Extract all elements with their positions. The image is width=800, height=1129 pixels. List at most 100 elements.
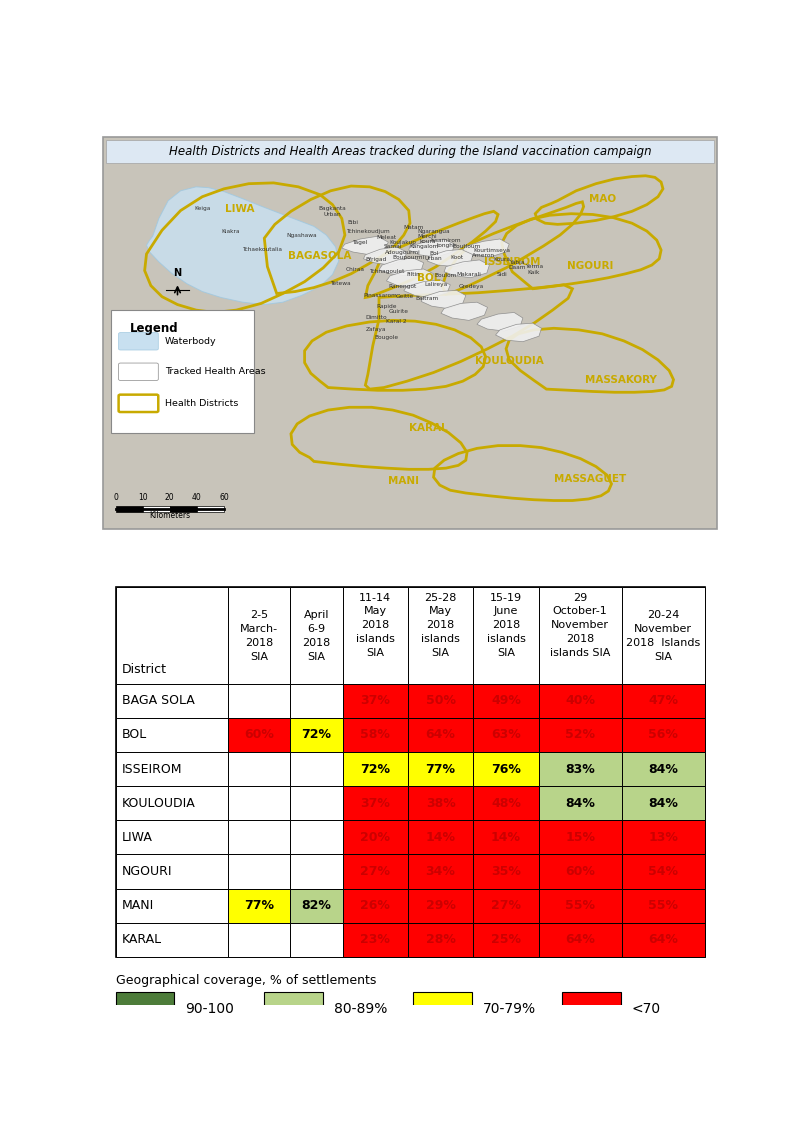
Bar bbox=[170, 506, 197, 511]
Text: Filtin: Filtin bbox=[406, 272, 420, 277]
Text: Geitte: Geitte bbox=[396, 295, 414, 299]
Bar bbox=[115, 922, 228, 956]
Bar bbox=[115, 889, 228, 922]
Text: LIWA: LIWA bbox=[225, 203, 254, 213]
Text: 60%: 60% bbox=[244, 728, 274, 742]
Text: Pinassarom: Pinassarom bbox=[363, 294, 397, 298]
Text: 40%: 40% bbox=[565, 694, 595, 708]
Text: 64%: 64% bbox=[565, 934, 595, 946]
Text: 58%: 58% bbox=[360, 728, 390, 742]
Text: Merchi
koura: Merchi koura bbox=[418, 234, 437, 244]
Text: 55%: 55% bbox=[648, 899, 678, 912]
Bar bbox=[115, 786, 228, 821]
Text: April
6-9
2018
SIA: April 6-9 2018 SIA bbox=[302, 610, 330, 662]
Polygon shape bbox=[444, 260, 490, 278]
Text: Koot: Koot bbox=[450, 255, 463, 260]
Text: 52%: 52% bbox=[565, 728, 595, 742]
Text: 84%: 84% bbox=[648, 762, 678, 776]
Text: 37%: 37% bbox=[360, 797, 390, 809]
Bar bbox=[474, 587, 538, 684]
Bar bbox=[622, 718, 705, 752]
Text: 49%: 49% bbox=[491, 694, 521, 708]
Text: Waterbody: Waterbody bbox=[165, 336, 217, 345]
Bar bbox=[106, 140, 714, 163]
Text: Tagel: Tagel bbox=[351, 240, 366, 245]
Text: 26%: 26% bbox=[360, 899, 390, 912]
Bar bbox=[342, 718, 408, 752]
Polygon shape bbox=[441, 303, 487, 321]
Text: 20-24
November
2018  Islands
SIA: 20-24 November 2018 Islands SIA bbox=[626, 610, 700, 662]
Text: 29: 29 bbox=[573, 593, 587, 603]
Bar bbox=[342, 821, 408, 855]
Polygon shape bbox=[462, 239, 510, 257]
Bar bbox=[115, 752, 228, 786]
Text: 55%: 55% bbox=[565, 899, 595, 912]
Text: Baitram: Baitram bbox=[416, 296, 439, 300]
Bar bbox=[342, 855, 408, 889]
Text: Koura: Koura bbox=[494, 257, 510, 262]
Text: Legend: Legend bbox=[130, 322, 178, 335]
Text: KARAL: KARAL bbox=[122, 934, 162, 946]
Text: Tchnagoulet: Tchnagoulet bbox=[369, 270, 404, 274]
Polygon shape bbox=[421, 290, 466, 308]
Polygon shape bbox=[363, 247, 407, 265]
Text: KOULOUDIA: KOULOUDIA bbox=[475, 356, 543, 366]
Text: Keiga: Keiga bbox=[194, 207, 210, 211]
Bar bbox=[290, 684, 342, 718]
Text: <70: <70 bbox=[632, 1001, 661, 1016]
Text: Tracked Health Areas: Tracked Health Areas bbox=[165, 367, 266, 376]
Bar bbox=[290, 821, 342, 855]
Text: 48%: 48% bbox=[491, 797, 521, 809]
Bar bbox=[474, 889, 538, 922]
Text: Boutloum: Boutloum bbox=[453, 244, 482, 250]
Bar bbox=[115, 855, 228, 889]
Text: 10: 10 bbox=[138, 493, 147, 502]
Polygon shape bbox=[404, 280, 450, 297]
Bar bbox=[228, 587, 290, 684]
Bar bbox=[197, 506, 224, 511]
Text: 47%: 47% bbox=[648, 694, 678, 708]
Text: District: District bbox=[122, 663, 166, 676]
Bar bbox=[115, 506, 142, 511]
Bar bbox=[408, 718, 474, 752]
Bar bbox=[342, 922, 408, 956]
Bar bbox=[342, 587, 408, 684]
Bar bbox=[115, 587, 228, 684]
Text: Ngarangua: Ngarangua bbox=[418, 228, 450, 234]
Text: Rapide: Rapide bbox=[376, 304, 397, 308]
Text: 56%: 56% bbox=[648, 728, 678, 742]
Text: ISSEIROM: ISSEIROM bbox=[122, 762, 182, 776]
Text: Karal 2: Karal 2 bbox=[386, 320, 406, 324]
Polygon shape bbox=[386, 269, 434, 288]
Text: 70-79%: 70-79% bbox=[483, 1001, 536, 1016]
Bar bbox=[408, 855, 474, 889]
Bar bbox=[562, 991, 621, 1025]
Text: Samai: Samai bbox=[383, 244, 402, 250]
Text: 23%: 23% bbox=[360, 934, 390, 946]
Bar bbox=[622, 821, 705, 855]
Polygon shape bbox=[146, 186, 338, 305]
Bar bbox=[474, 718, 538, 752]
Text: 28%: 28% bbox=[426, 934, 455, 946]
Text: BAGASOLA: BAGASOLA bbox=[289, 251, 352, 261]
Bar bbox=[474, 821, 538, 855]
Text: Health Districts and Health Areas tracked during the Island vaccination campaign: Health Districts and Health Areas tracke… bbox=[169, 146, 651, 158]
Text: Bibi: Bibi bbox=[347, 220, 358, 225]
Bar bbox=[538, 684, 622, 718]
Bar bbox=[290, 855, 342, 889]
Text: Boupourmi: Boupourmi bbox=[393, 255, 425, 261]
FancyBboxPatch shape bbox=[118, 364, 158, 380]
Text: 72%: 72% bbox=[301, 728, 331, 742]
Bar bbox=[264, 991, 323, 1025]
Bar bbox=[115, 991, 174, 1025]
Text: 60%: 60% bbox=[565, 865, 595, 878]
Bar bbox=[622, 786, 705, 821]
Text: KOULOUDIA: KOULOUDIA bbox=[122, 797, 195, 809]
Text: May
2018
islands
SIA: May 2018 islands SIA bbox=[421, 606, 460, 658]
Text: Kiakra: Kiakra bbox=[221, 228, 239, 234]
Text: Ameron: Ameron bbox=[472, 254, 494, 259]
Text: 84%: 84% bbox=[565, 797, 595, 809]
Text: Kourtimseya: Kourtimseya bbox=[474, 248, 510, 253]
Bar bbox=[408, 889, 474, 922]
Bar bbox=[290, 718, 342, 752]
